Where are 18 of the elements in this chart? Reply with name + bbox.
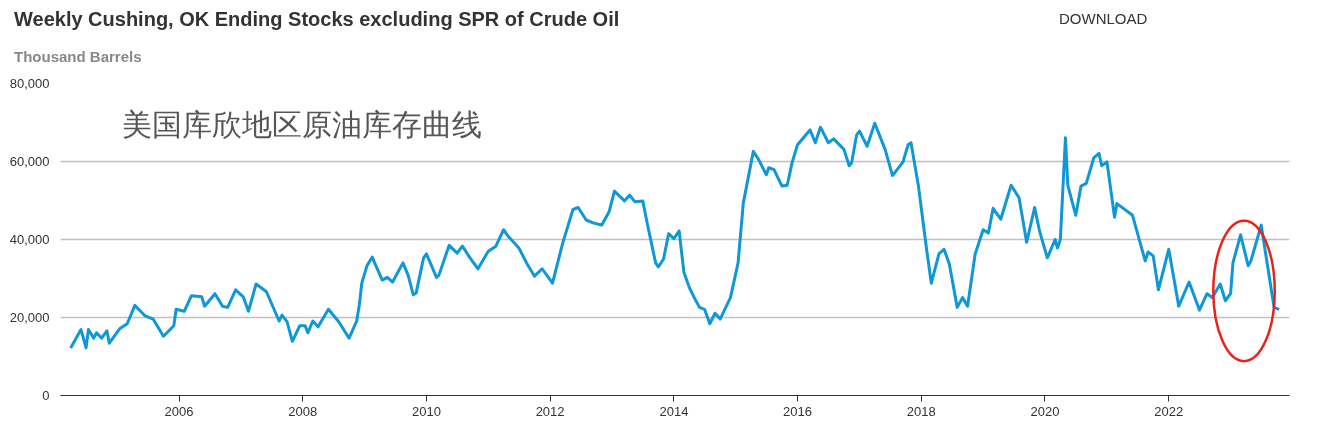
- y-axis-title: Thousand Barrels: [14, 47, 142, 67]
- y-tick-label: 0: [42, 388, 50, 403]
- x-tick-label: 2020: [1030, 403, 1060, 419]
- x-tick-label: 2008: [288, 403, 318, 419]
- chart-title: Weekly Cushing, OK Ending Stocks excluding SPR of Crude Oil: [14, 7, 620, 32]
- x-tick-label: 2012: [535, 403, 565, 419]
- x-tick-label: 2022: [1154, 403, 1184, 419]
- annotation: 美国库欣地区原油库存曲线: [121, 106, 482, 142]
- y-tick-label: 80,000: [9, 76, 50, 91]
- x-tick-label: 2018: [906, 403, 936, 419]
- x-tick-label: 2014: [659, 403, 689, 419]
- y-tick-label: 20,000: [9, 310, 50, 325]
- y-tick-label: 60,000: [9, 154, 50, 169]
- x-tick-label: 2010: [412, 403, 441, 419]
- y-tick-label: 40,000: [9, 232, 50, 247]
- text: DOWNLOAD: [1059, 9, 1148, 29]
- x-tick-label: 2016: [783, 403, 812, 419]
- x-tick-label: 2006: [164, 403, 194, 419]
